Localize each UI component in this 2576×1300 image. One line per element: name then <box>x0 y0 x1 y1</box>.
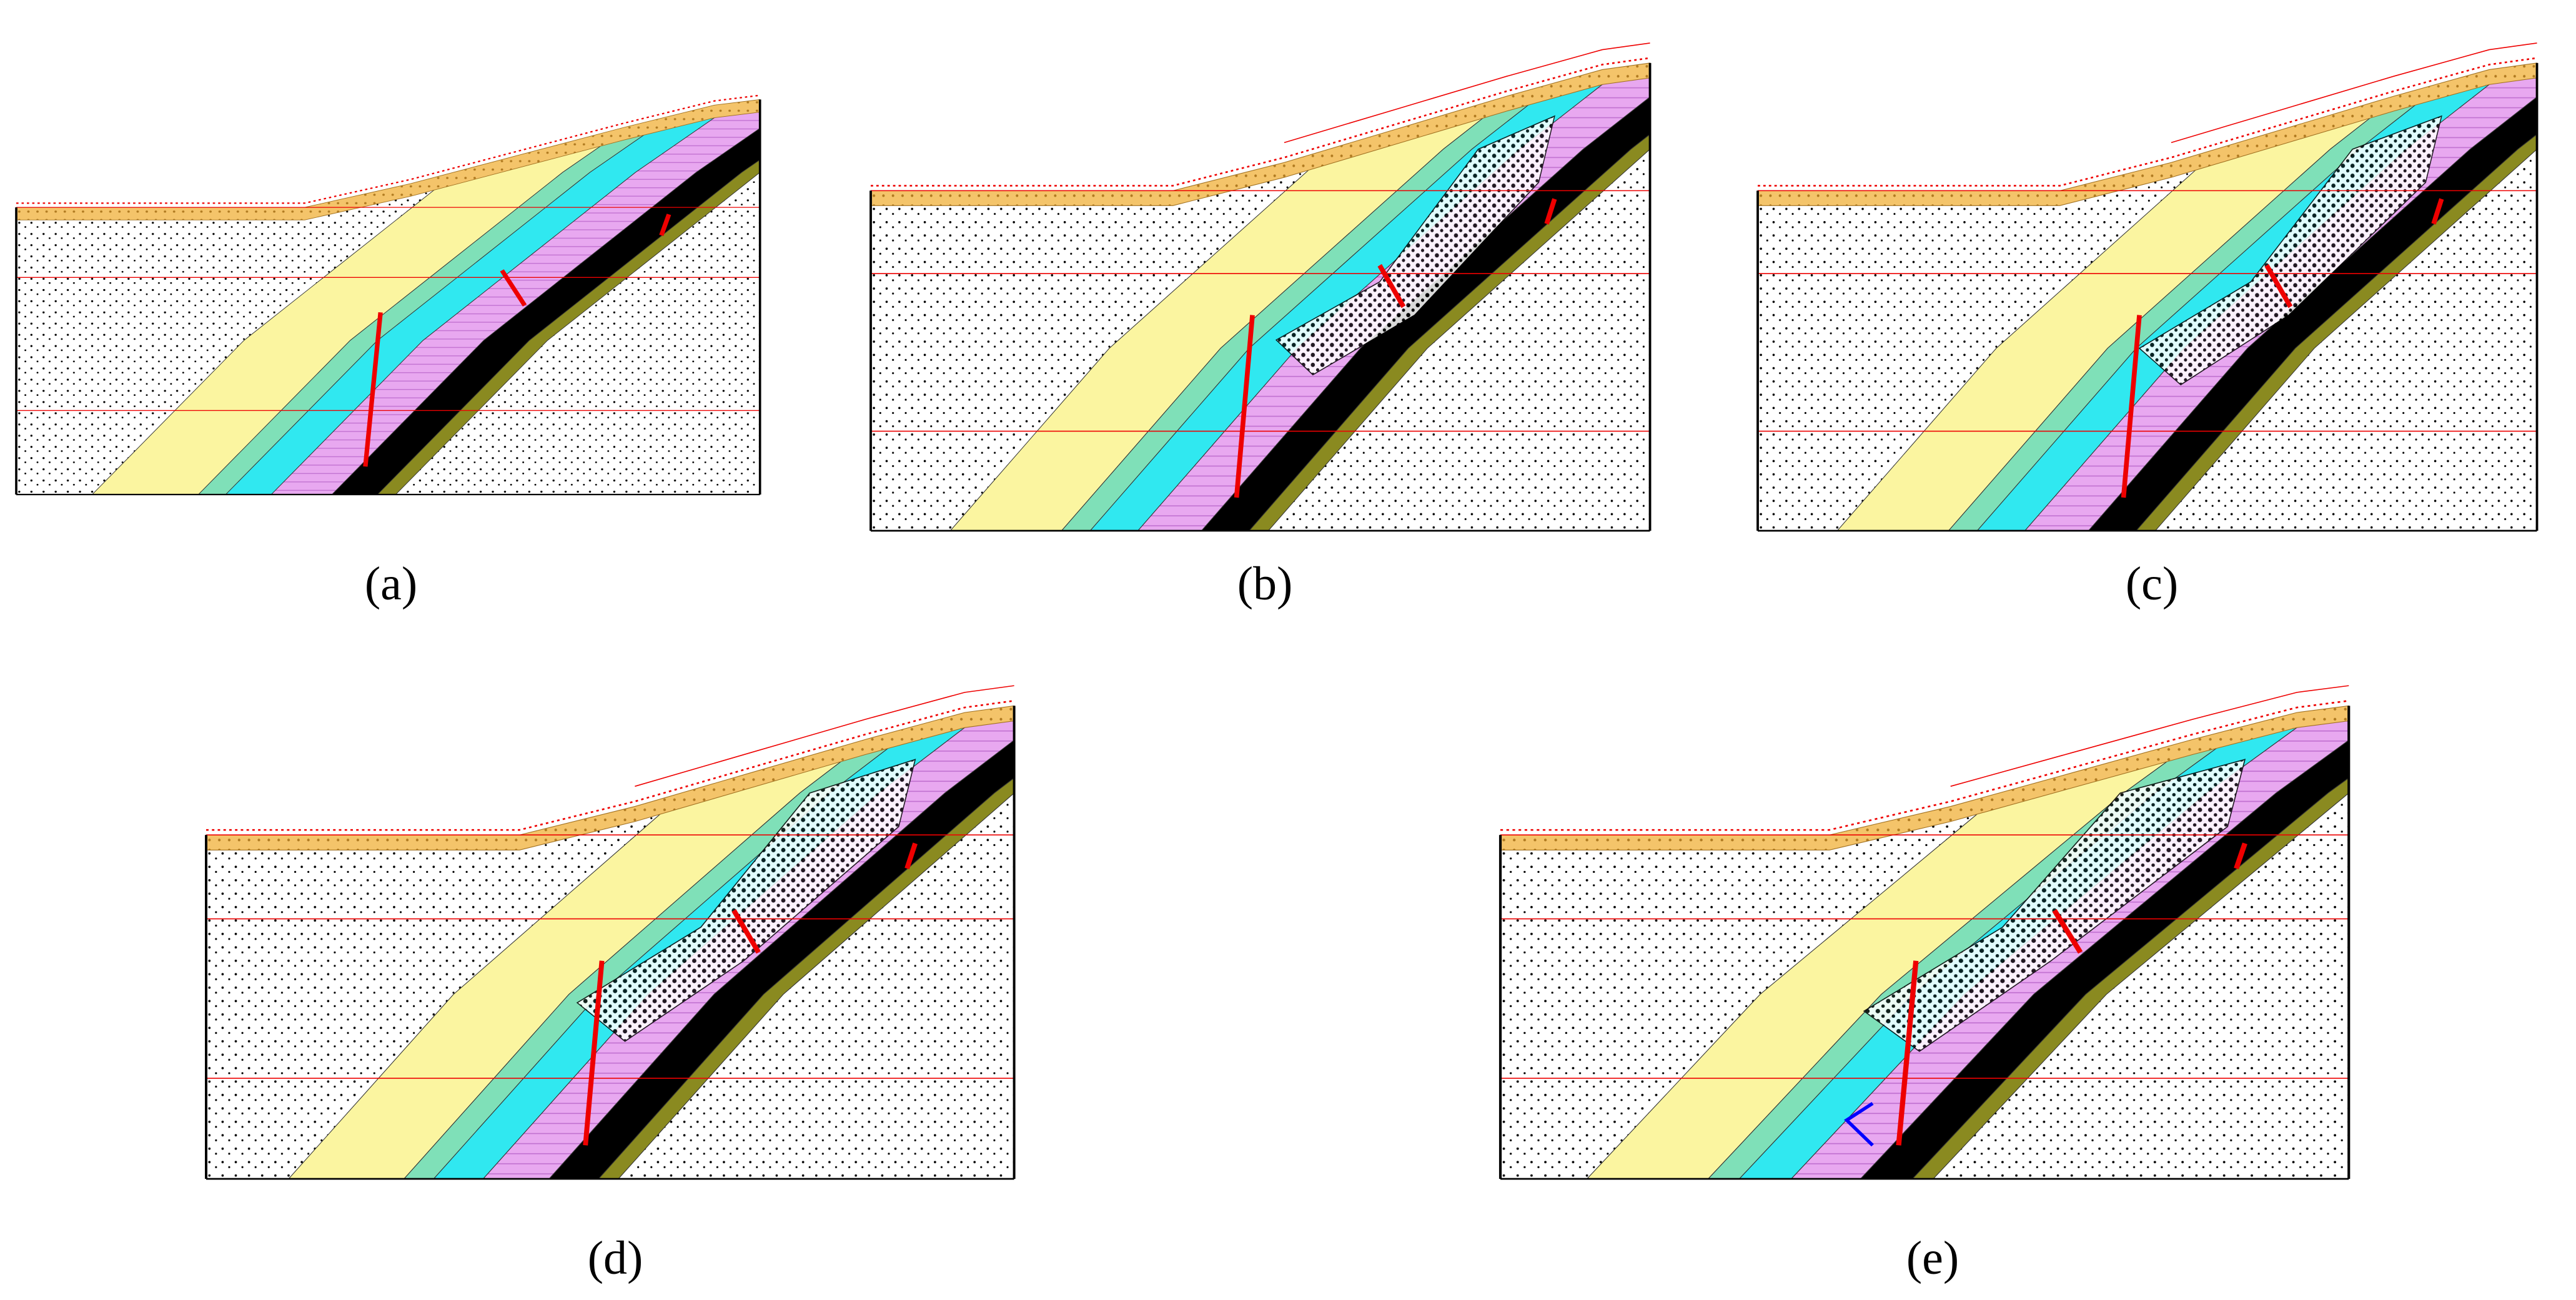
fault <box>1544 198 1557 225</box>
stratum <box>377 109 760 495</box>
fault <box>1234 315 1255 498</box>
stratum <box>1911 717 2349 1179</box>
caved-zone <box>1275 115 1555 376</box>
fault <box>2052 909 2083 954</box>
panel-label: (d) <box>588 1232 643 1284</box>
panel <box>1756 42 2539 532</box>
surface-line <box>1950 685 2349 787</box>
strata <box>91 109 760 495</box>
fault <box>500 269 527 307</box>
fault <box>2431 198 2444 225</box>
panel <box>15 94 761 496</box>
strata <box>1836 74 2537 531</box>
panel-label: (e) <box>1906 1232 1959 1284</box>
surface-line <box>635 685 1014 787</box>
caved-zone <box>576 759 916 1042</box>
fault <box>363 312 383 467</box>
fault <box>659 214 671 237</box>
panel-label: (c) <box>2126 558 2178 610</box>
surface-dots <box>1500 699 2349 831</box>
surface-line <box>2171 42 2537 144</box>
fault <box>583 960 605 1146</box>
support <box>1844 1101 1874 1147</box>
panel-label: (a) <box>365 558 417 610</box>
fault <box>1896 960 1919 1146</box>
surface-dots <box>206 699 1014 831</box>
caved-zone <box>2138 115 2442 386</box>
fault <box>731 909 761 954</box>
fault <box>1377 263 1406 308</box>
panel <box>1499 685 2351 1180</box>
fault <box>2264 263 2293 308</box>
surface-dots <box>16 94 760 204</box>
panel-label: (b) <box>1237 558 1293 610</box>
fault <box>2234 842 2247 870</box>
surface-dots <box>871 57 1650 187</box>
strata <box>1586 717 2349 1179</box>
panel <box>205 685 1016 1180</box>
caved-zone <box>1863 759 2246 1052</box>
panel <box>869 42 1652 532</box>
surface-dots <box>1758 57 2537 187</box>
fault <box>2121 315 2142 498</box>
strata <box>287 717 1014 1179</box>
surface-line <box>1284 42 1650 144</box>
fault <box>904 842 918 870</box>
stratum <box>2135 74 2537 531</box>
stratum <box>1248 74 1650 531</box>
stratum <box>598 717 1014 1179</box>
strata <box>949 74 1650 531</box>
